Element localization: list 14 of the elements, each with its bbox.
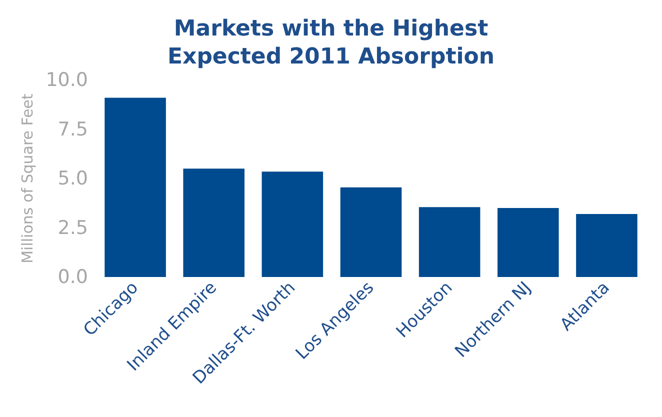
bar — [262, 172, 324, 277]
y-tick-label: 2.5 — [58, 216, 88, 239]
bar — [183, 168, 244, 277]
y-tick-label: 0.0 — [58, 266, 88, 288]
bar — [576, 214, 638, 277]
bar — [340, 187, 402, 277]
bar — [498, 208, 559, 277]
bar — [418, 207, 480, 277]
y-tick-label: 7.5 — [58, 118, 88, 140]
y-axis-title: Millions of Square Feet — [18, 93, 36, 264]
y-tick-label: 5.0 — [58, 168, 88, 190]
bar — [104, 98, 166, 277]
y-tick-label: 10.0 — [46, 69, 88, 91]
chart-title: Markets with the Highest Expected 2011 Absorption — [167, 16, 495, 70]
